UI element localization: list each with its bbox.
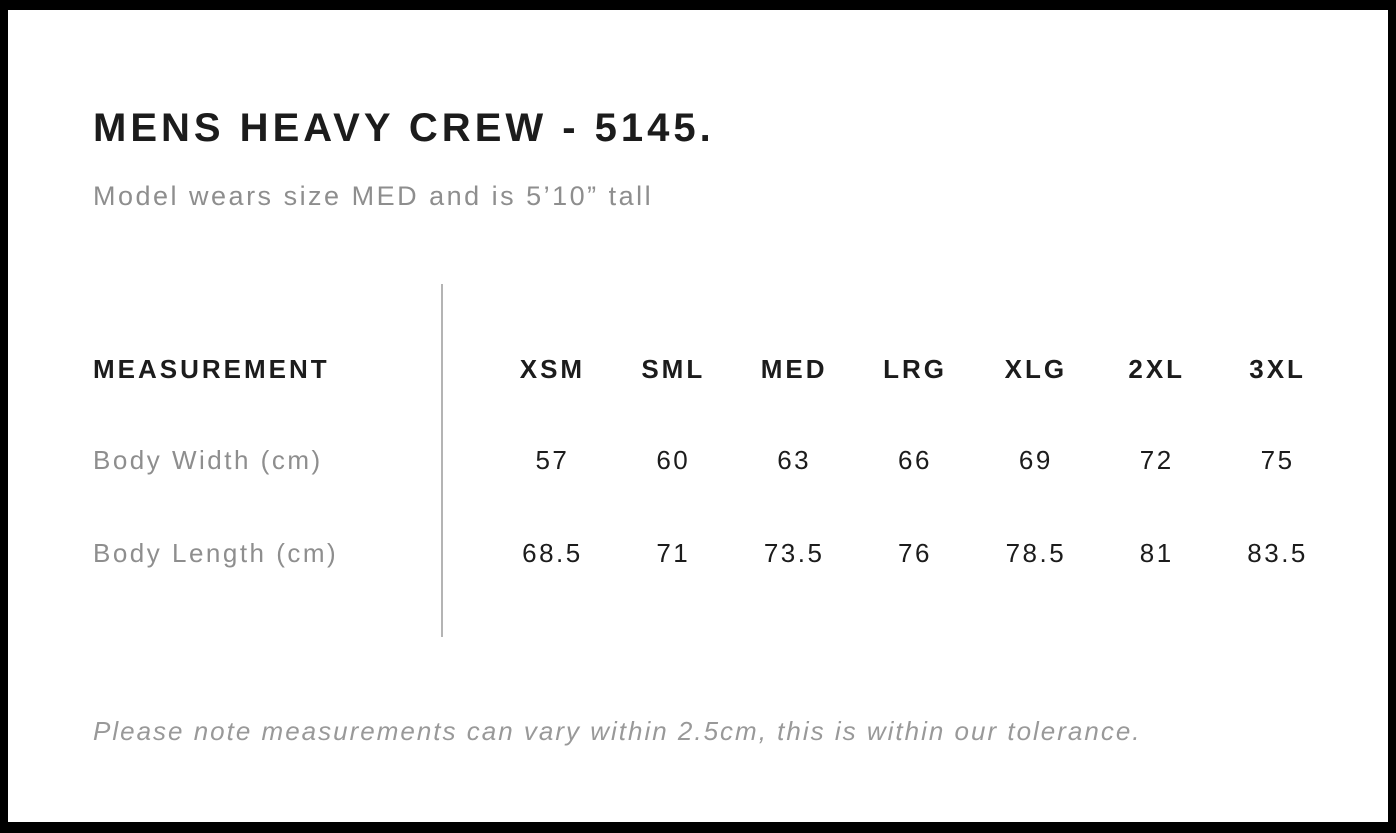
body-length-value-sml: 71 bbox=[656, 537, 691, 568]
size-column-header-xlg: XLG bbox=[1004, 353, 1068, 384]
body-length-value-xlg: 78.5 bbox=[1005, 537, 1067, 568]
frame-border-bottom bbox=[0, 822, 1396, 833]
body-length-value-2xl: 81 bbox=[1139, 537, 1174, 568]
size-column-header-med: MED bbox=[760, 353, 828, 384]
size-column-header-2xl: 2XL bbox=[1128, 353, 1186, 384]
table-header-row: MEASUREMENT XSM SML MED LRG XLG 2XL 3XL bbox=[93, 353, 1338, 385]
body-width-cells: 57 60 63 66 69 72 75 bbox=[441, 445, 1338, 476]
table-row-body-length: Body Length (cm) 68.5 71 73.5 76 78.5 81… bbox=[93, 537, 1338, 569]
body-width-value-xlg: 69 bbox=[1018, 444, 1053, 475]
body-length-cells: 68.5 71 73.5 76 78.5 81 83.5 bbox=[441, 538, 1338, 569]
body-length-value-xsm: 68.5 bbox=[522, 537, 583, 568]
body-width-value-3xl: 75 bbox=[1260, 444, 1295, 475]
page-title: MENS HEAVY CREW - 5145. bbox=[93, 106, 715, 150]
body-width-value-lrg: 66 bbox=[898, 444, 932, 475]
body-width-value-med: 63 bbox=[777, 444, 812, 475]
body-width-value-xsm: 57 bbox=[535, 444, 570, 475]
measurement-column-header: MEASUREMENT bbox=[93, 353, 330, 384]
body-length-value-lrg: 76 bbox=[898, 537, 932, 568]
frame-border-left bbox=[0, 0, 8, 833]
row-label-body-width: Body Width (cm) bbox=[93, 444, 323, 475]
frame-border-top bbox=[0, 0, 1396, 10]
size-column-header-3xl: 3XL bbox=[1249, 353, 1306, 384]
frame-border-right bbox=[1388, 0, 1396, 833]
table-vertical-divider bbox=[441, 284, 443, 637]
size-column-header-sml: SML bbox=[641, 353, 706, 384]
tolerance-note: Please note measurements can vary within… bbox=[93, 716, 1142, 746]
size-header-cells: XSM SML MED LRG XLG 2XL 3XL bbox=[441, 354, 1338, 385]
body-width-value-2xl: 72 bbox=[1139, 444, 1174, 475]
row-label-body-length: Body Length (cm) bbox=[93, 537, 339, 568]
body-width-value-sml: 60 bbox=[656, 444, 691, 475]
body-length-value-3xl: 83.5 bbox=[1247, 537, 1308, 568]
size-column-header-xsm: XSM bbox=[519, 353, 586, 384]
model-info-subtitle: Model wears size MED and is 5’10” tall bbox=[93, 181, 654, 211]
size-column-header-lrg: LRG bbox=[883, 353, 947, 384]
size-chart-table: MEASUREMENT XSM SML MED LRG XLG 2XL 3XL … bbox=[93, 284, 1338, 637]
body-length-value-med: 73.5 bbox=[763, 537, 825, 568]
table-row-body-width: Body Width (cm) 57 60 63 66 69 72 75 bbox=[93, 444, 1338, 476]
